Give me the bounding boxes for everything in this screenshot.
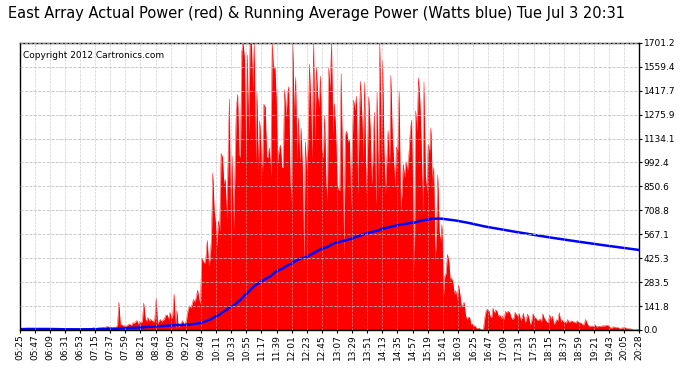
- Text: Copyright 2012 Cartronics.com: Copyright 2012 Cartronics.com: [23, 51, 164, 60]
- Text: East Array Actual Power (red) & Running Average Power (Watts blue) Tue Jul 3 20:: East Array Actual Power (red) & Running …: [8, 6, 625, 21]
